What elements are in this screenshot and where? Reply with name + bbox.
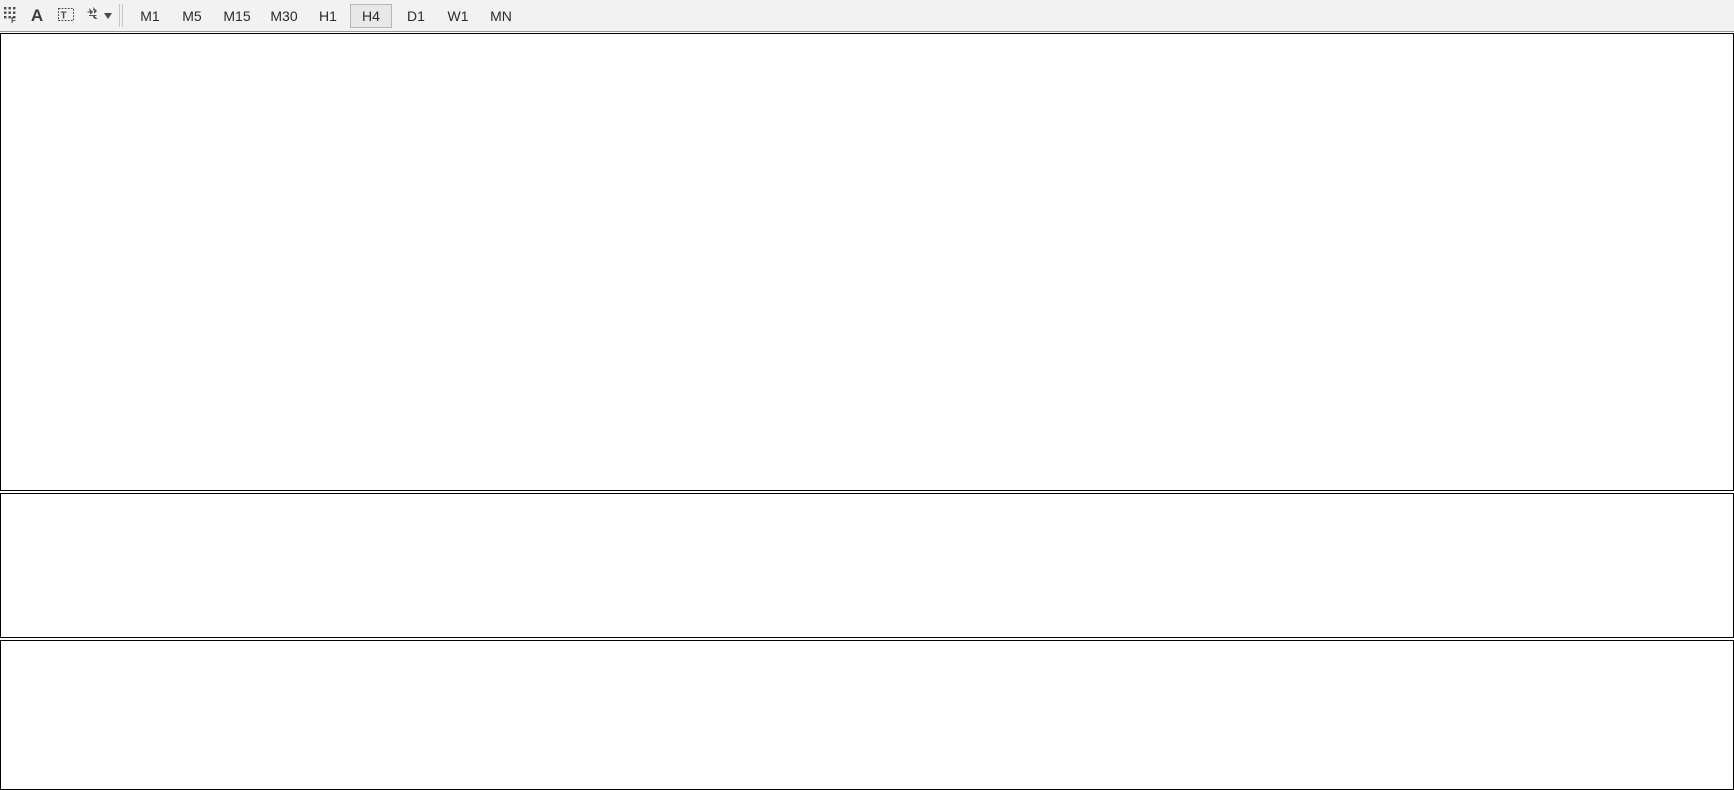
svg-text:T: T bbox=[61, 11, 67, 22]
svg-text:F: F bbox=[11, 16, 16, 23]
